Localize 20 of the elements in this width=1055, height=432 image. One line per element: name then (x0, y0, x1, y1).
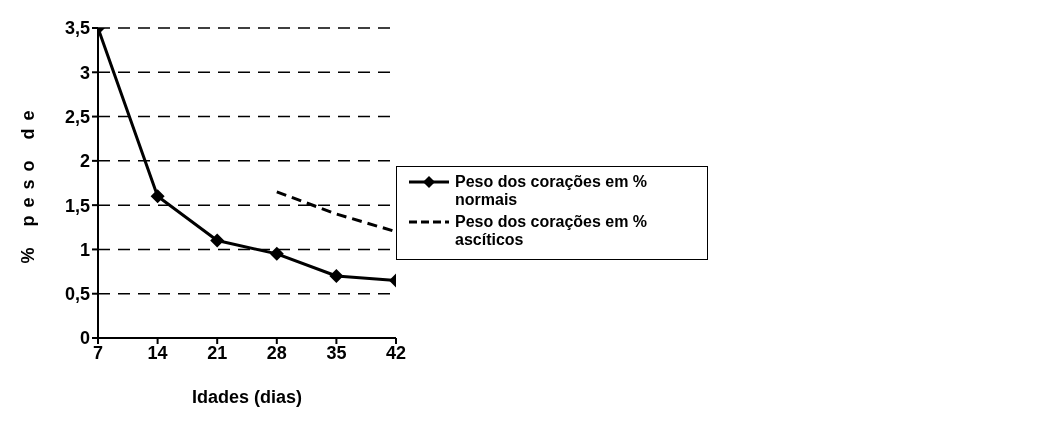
y-tick-label: 1 (79, 239, 90, 260)
legend-label: Peso dos corações em % ascíticos (455, 213, 649, 249)
y-tick-label: 2,5 (64, 106, 90, 127)
x-tick-label: 14 (147, 342, 168, 363)
y-tick-label: 3,5 (64, 18, 90, 39)
x-tick-label: 28 (266, 342, 287, 363)
y-tick-label: 0,5 (64, 284, 90, 305)
x-axis-title: Idades (dias) (191, 387, 303, 407)
point (210, 233, 225, 248)
x-tick-label: 42 (385, 342, 407, 363)
legend-label: Peso dos corações em % normais (455, 173, 649, 209)
y-tick-label: 2 (79, 151, 90, 172)
y-tick-label: 3 (79, 62, 90, 83)
point (269, 246, 284, 261)
x-tick-label: 7 (92, 342, 104, 363)
y-tick-label: 1,5 (64, 195, 90, 216)
x-tick-label: 21 (207, 342, 228, 363)
y-axis-title: % peso de (18, 102, 39, 264)
x-tick-label: 35 (326, 342, 347, 363)
y-tick-label: 0 (79, 328, 90, 349)
